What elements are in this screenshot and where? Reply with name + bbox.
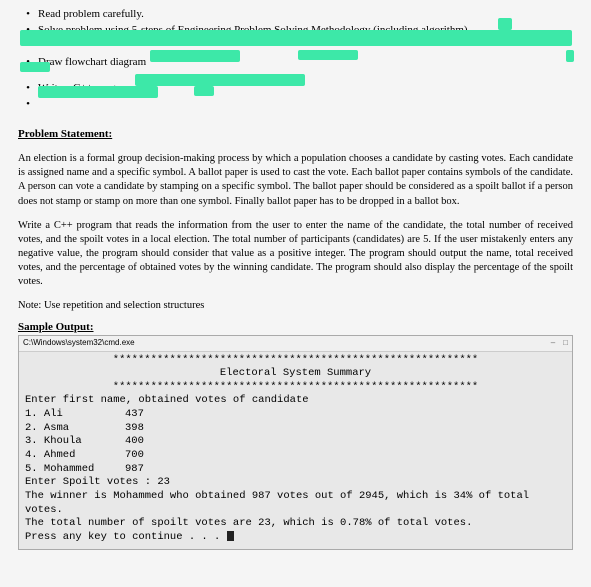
problem-statement-heading: Problem Statement: [18, 128, 573, 140]
sample-output-heading: Sample Output: [18, 321, 573, 333]
paragraph-2: Write a C++ program that reads the infor… [18, 219, 573, 290]
candidate-votes: 987 [125, 463, 175, 477]
console-header: Electoral System Summary [25, 367, 566, 381]
candidate-row: 5. Mohammed 987 [25, 463, 566, 477]
bullet-dot: • [18, 56, 38, 68]
bullet-dot: • [18, 24, 38, 36]
candidate-row: 2. Asma 398 [25, 422, 566, 436]
cursor-icon [227, 531, 234, 541]
console-window: C:\Windows\system32\cmd.exe – □ ********… [18, 335, 573, 550]
instructions-list: • Read problem carefully. • Solve proble… [18, 8, 573, 110]
spoilt-line: Enter Spoilt votes : 23 [25, 476, 566, 490]
candidate-name: 2. Asma [25, 422, 125, 436]
candidate-name: 1. Ali [25, 408, 125, 422]
console-titlebar: C:\Windows\system32\cmd.exe – □ [19, 336, 572, 352]
candidate-votes: 398 [125, 422, 175, 436]
spoilt-total-line: The total number of spoilt votes are 23,… [25, 517, 566, 531]
candidate-votes: 400 [125, 435, 175, 449]
bullet-text: Solve problem using 5-steps of Engineeri… [38, 24, 573, 36]
candidate-row: 4. Ahmed 700 [25, 449, 566, 463]
press-key-line: Press any key to continue . . . [25, 531, 566, 545]
bullet-dot: • [18, 98, 38, 110]
bullet-text: Write a C++ program [38, 82, 573, 94]
console-prompt: Enter first name, obtained votes of cand… [25, 394, 566, 408]
minimize-icon[interactable]: – [551, 338, 555, 348]
candidate-name: 4. Ahmed [25, 449, 125, 463]
bullet-item: • Read problem carefully. [18, 8, 573, 20]
winner-line: The winner is Mohammed who obtained 987 … [25, 490, 566, 517]
bullet-item: • Write a C++ program [18, 82, 573, 94]
bullet-dot: • [18, 82, 38, 94]
candidate-name: 5. Mohammed [25, 463, 125, 477]
stars-bottom: ****************************************… [25, 381, 566, 395]
press-text: Press any key to continue . . . [25, 531, 227, 543]
window-controls: – □ [551, 338, 568, 348]
candidate-votes: 437 [125, 408, 175, 422]
bullet-item: • [18, 98, 573, 110]
maximize-icon[interactable]: □ [563, 338, 568, 348]
console-path: C:\Windows\system32\cmd.exe [23, 338, 135, 348]
bullet-item: • Draw flowchart diagram [18, 56, 573, 68]
bullet-text: Draw flowchart diagram [38, 56, 573, 68]
stars-top: ****************************************… [25, 354, 566, 368]
candidate-row: 1. Ali 437 [25, 408, 566, 422]
candidate-votes: 700 [125, 449, 175, 463]
candidate-row: 3. Khoula 400 [25, 435, 566, 449]
bullet-text: Read problem carefully. [38, 8, 573, 20]
paragraph-1: An election is a formal group decision-m… [18, 152, 573, 209]
bullet-item: • Solve problem using 5-steps of Enginee… [18, 24, 573, 36]
candidate-name: 3. Khoula [25, 435, 125, 449]
console-body: ****************************************… [19, 352, 572, 549]
bullet-dot: • [18, 8, 38, 20]
note-text: Note: Use repetition and selection struc… [18, 300, 573, 311]
bullet-text [38, 98, 573, 110]
